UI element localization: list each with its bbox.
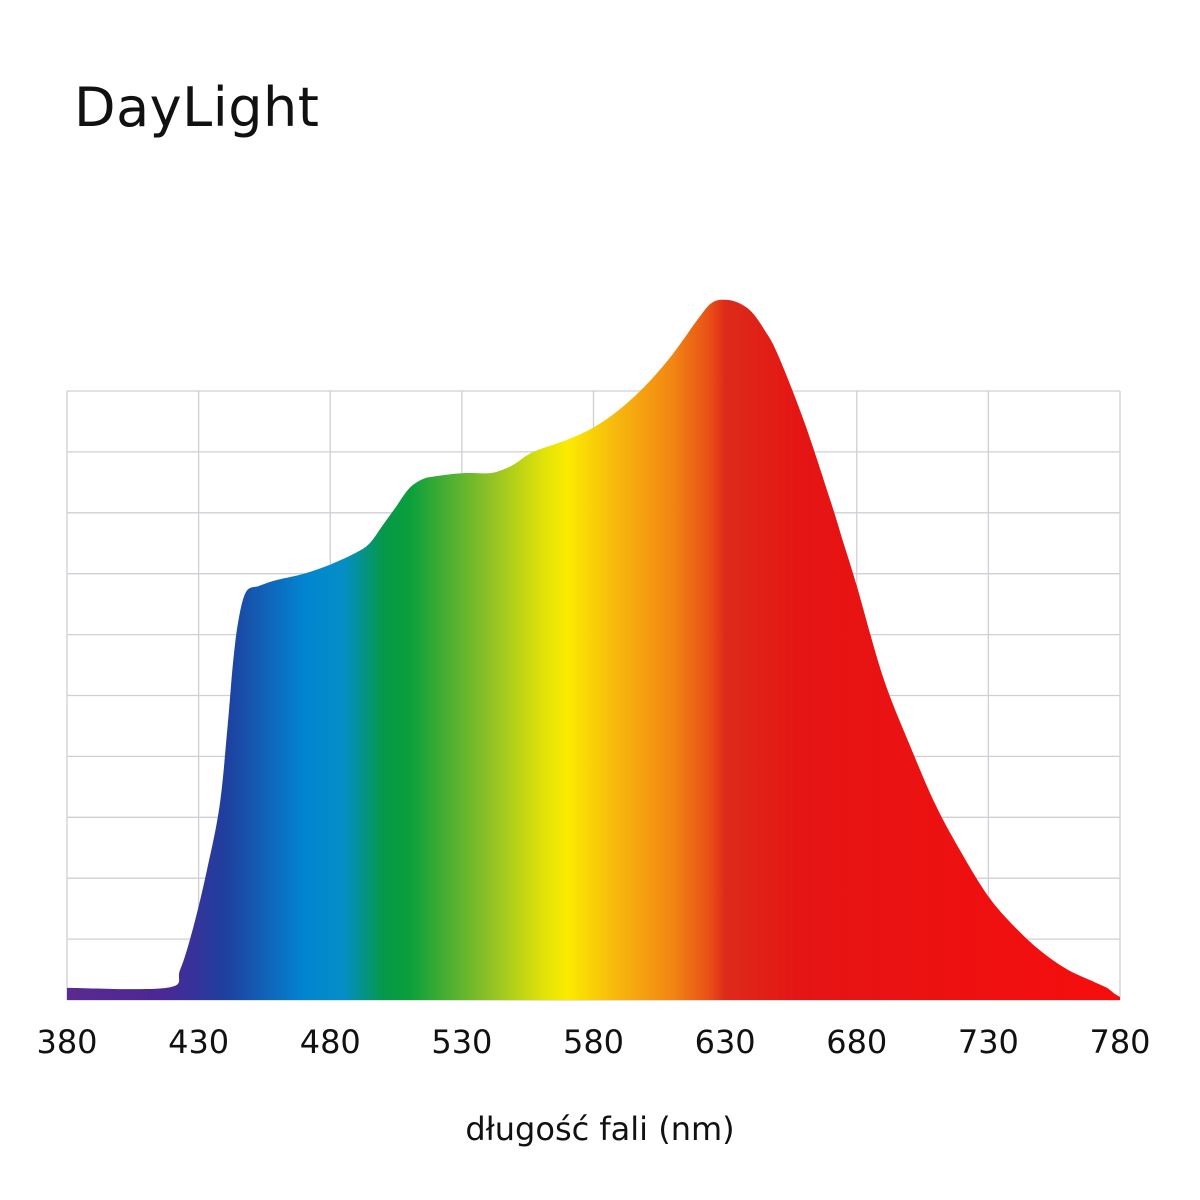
x-tick-label: 480 — [300, 1023, 361, 1061]
chart-title: DayLight — [74, 76, 320, 139]
x-axis-ticks: 380 430 480 530 580 630 680 730 780 — [36, 1023, 1150, 1061]
x-tick-label: 630 — [695, 1023, 756, 1061]
x-tick-label: 680 — [826, 1023, 887, 1061]
x-tick-label: 430 — [168, 1023, 229, 1061]
x-tick-label: 730 — [958, 1023, 1019, 1061]
x-tick-label: 580 — [563, 1023, 624, 1061]
x-tick-label: 780 — [1089, 1023, 1150, 1061]
x-tick-label: 530 — [431, 1023, 492, 1061]
x-axis-label: długość fali (nm) — [465, 1110, 734, 1148]
spectrum-area — [67, 299, 1120, 1000]
x-tick-label: 380 — [36, 1023, 97, 1061]
